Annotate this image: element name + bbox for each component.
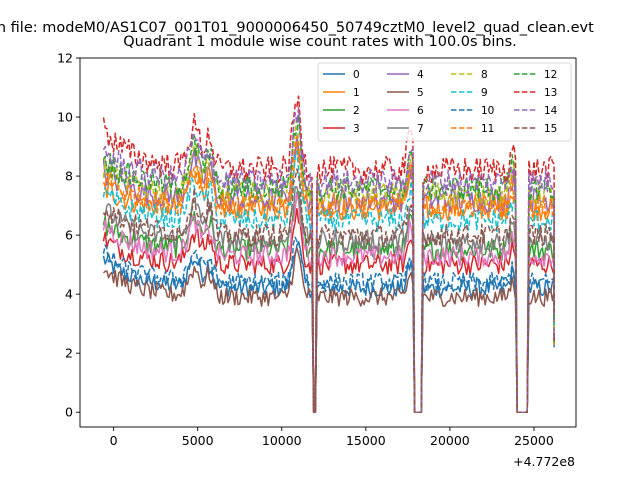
series-line-7 [102, 185, 555, 413]
legend-label-13: 13 [544, 87, 557, 99]
series-line-11 [102, 135, 555, 413]
legend-label-9: 9 [481, 87, 488, 99]
x-tick-label: 20000 [430, 433, 470, 448]
legend-label-15: 15 [544, 123, 557, 135]
x-tick-label: 15000 [346, 433, 386, 448]
legend-label-7: 7 [417, 123, 424, 135]
legend-label-3: 3 [353, 123, 360, 135]
y-axis: 0 2 4 6 8 10 12 [57, 51, 80, 420]
y-tick-label: 6 [65, 228, 73, 243]
legend-label-11: 11 [481, 123, 494, 135]
legend-label-0: 0 [353, 69, 360, 81]
x-tick-label: 5000 [182, 433, 214, 448]
x-tick-label: 25000 [514, 433, 554, 448]
legend-label-4: 4 [417, 69, 424, 81]
y-tick-label: 2 [65, 346, 73, 361]
series-line-13 [102, 95, 555, 413]
legend-label-12: 12 [544, 69, 557, 81]
y-tick-label: 10 [57, 110, 73, 125]
series-line-5 [102, 247, 555, 413]
legend-label-6: 6 [417, 105, 424, 117]
legend-label-2: 2 [353, 105, 360, 117]
legend-box [317, 62, 572, 142]
legend-label-14: 14 [544, 105, 558, 117]
y-tick-label: 12 [57, 51, 73, 66]
legend-label-5: 5 [417, 87, 424, 99]
series-line-9 [102, 150, 555, 413]
series-line-15 [102, 168, 555, 413]
legend-label-10: 10 [481, 105, 494, 117]
y-tick-label: 4 [65, 287, 73, 302]
chart-title: Quadrant 1 module wise count rates with … [123, 34, 517, 50]
y-tick-label: 0 [65, 405, 73, 420]
legend-label-8: 8 [481, 69, 488, 81]
plot-lines [102, 95, 555, 413]
x-tick-label: 10000 [262, 433, 302, 448]
x-offset-label: +4.772e8 [513, 454, 575, 469]
legend-label-1: 1 [353, 87, 360, 99]
x-tick-label: 0 [110, 433, 118, 448]
series-line-10 [102, 236, 555, 413]
x-axis: 0 5000 10000 15000 20000 25000 [110, 427, 554, 448]
axes-frame [79, 57, 577, 428]
y-tick-label: 8 [65, 169, 73, 184]
series-line-3 [102, 207, 555, 413]
series-line-14 [102, 107, 555, 413]
figure-suptitle: on file: modeM0/AS1C07_001T01_9000006450… [0, 20, 594, 36]
